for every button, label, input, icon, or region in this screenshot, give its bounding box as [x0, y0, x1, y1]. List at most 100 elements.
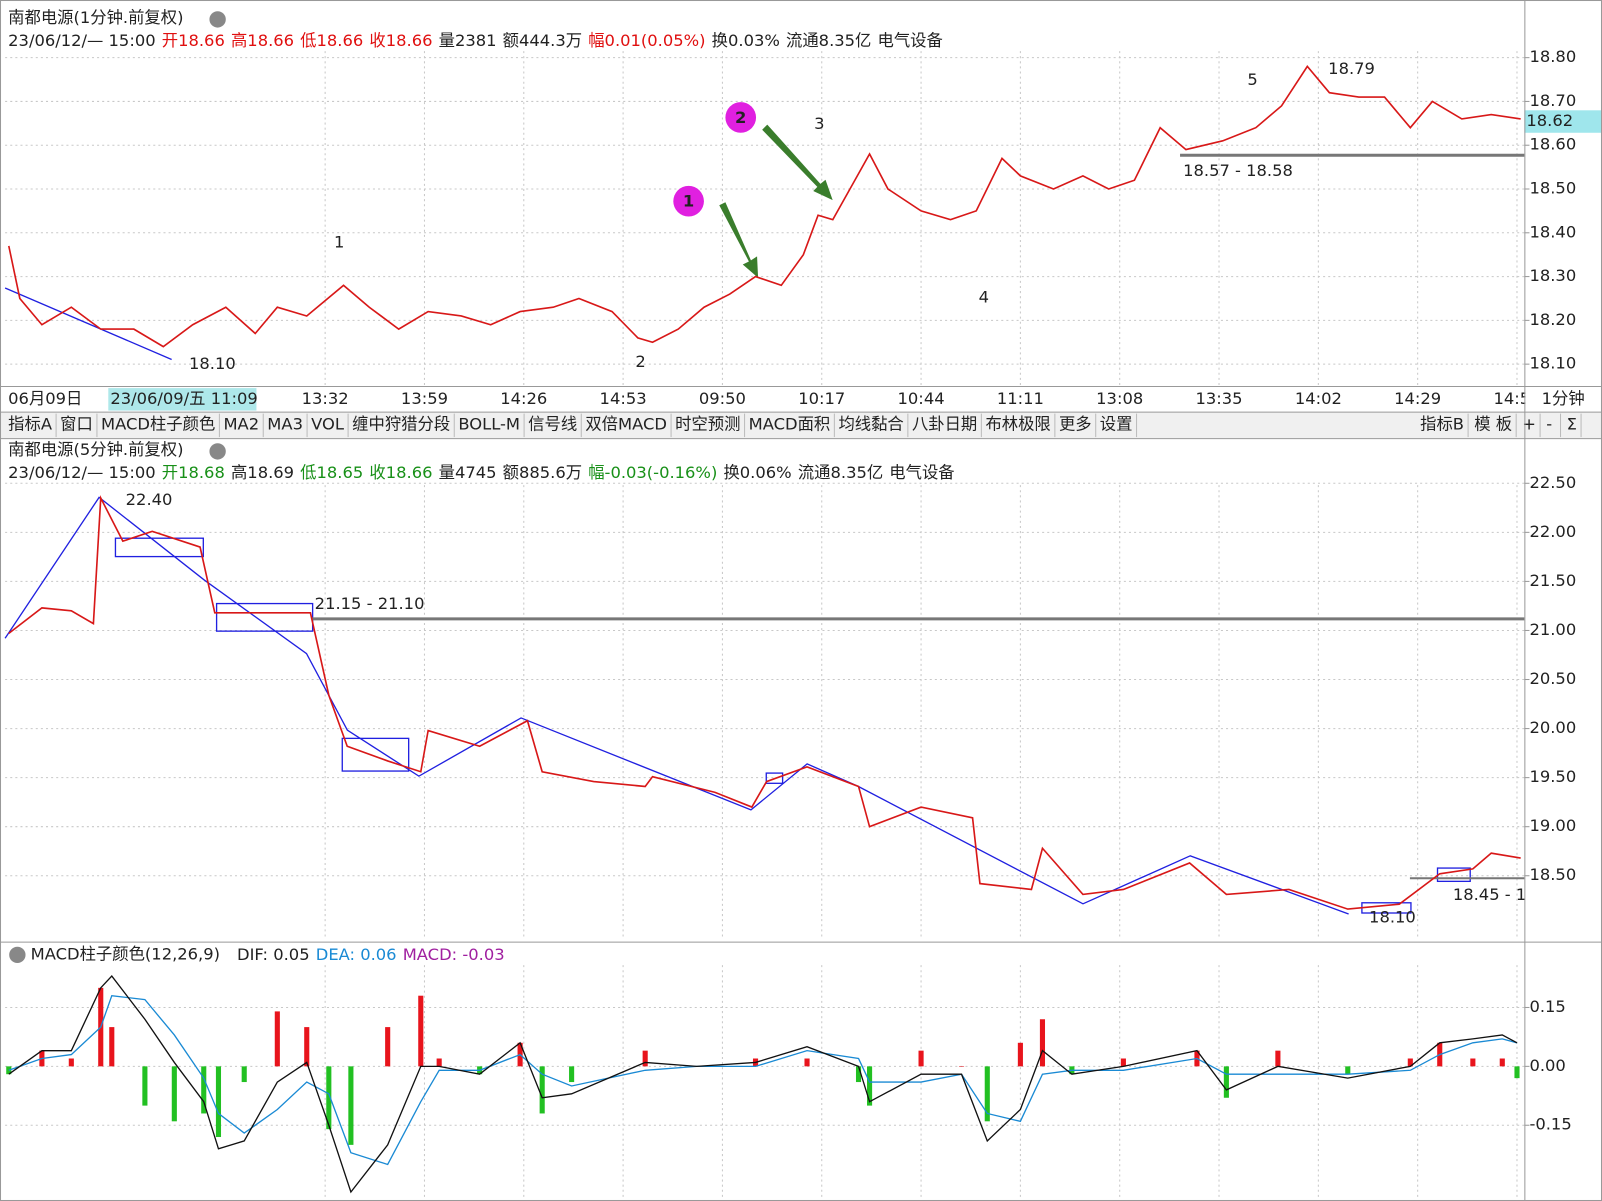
toolbar-button[interactable]: VOL [311, 414, 345, 433]
toolbar-button[interactable]: 八卦日期 [912, 414, 977, 433]
y-tick-label: 18.80 [1529, 47, 1576, 66]
info-item: 收18.66 [369, 30, 432, 49]
info-item: 幅-0.03(-0.16%) [588, 462, 717, 481]
macd-bar [1017, 1042, 1023, 1067]
macd-bar [1120, 1058, 1126, 1067]
cursor-label: 23/06/09/五 11:09 [110, 389, 257, 408]
wave-label: 2 [635, 352, 645, 371]
panel-info: 23/06/12/— 15:00 开18.68 高18.69 低18.65 收18.66… [8, 462, 954, 481]
panel-title: 南都电源(1分钟.前复权) [8, 8, 183, 27]
toolbar-button[interactable]: 窗口 [60, 414, 93, 433]
macd-bar [348, 1066, 354, 1145]
macd-bar [1407, 1058, 1413, 1067]
toolbar-button[interactable]: MACD面积 [749, 414, 831, 433]
macd-bar [215, 1066, 222, 1138]
macd-bar [569, 1066, 575, 1083]
info-item: 量2381 [439, 30, 497, 49]
panel-title: MACD柱子颜色(12,26,9) [31, 944, 220, 963]
macd-bar [958, 1066, 965, 1067]
y-tick-label: 22.50 [1529, 473, 1576, 492]
macd-bar [1345, 1066, 1351, 1075]
x-tick-label: 10:44 [898, 389, 945, 408]
toolbar-button[interactable]: 缠中狩猎分段 [352, 414, 450, 433]
toolbar-button[interactable]: + [1522, 414, 1536, 433]
toolbar-button[interactable]: 更多 [1059, 414, 1092, 433]
toolbar-button[interactable]: - [1546, 414, 1552, 433]
macd-bar [642, 1050, 648, 1067]
price-marker: 18.79 [1328, 59, 1375, 78]
circle-label: 1 [683, 192, 694, 211]
toolbar-button[interactable]: MACD柱子颜色 [101, 414, 215, 433]
x-tick-label: 11:11 [997, 389, 1044, 408]
menu-icon[interactable] [9, 946, 26, 964]
y-tick-label: 22.00 [1529, 522, 1576, 541]
macd-bar [171, 1066, 177, 1122]
price-marker: 21.15 - 21.10 [315, 594, 425, 613]
info-item: 收18.66 [369, 462, 432, 481]
x-tick-label: 13:32 [302, 389, 349, 408]
box [114, 537, 204, 558]
circle-marker [725, 102, 757, 133]
info-item: 低18.66 [300, 30, 363, 49]
y-tick-label: 18.40 [1529, 222, 1576, 241]
toolbar-button[interactable]: 指标A [8, 414, 53, 433]
toolbar-button[interactable]: 布林极限 [985, 414, 1050, 433]
wave-label: 3 [814, 114, 824, 133]
info-item: MACD: -0.03 [403, 944, 505, 963]
toolbar-button[interactable]: 信号线 [528, 414, 577, 433]
macd-bar [68, 1058, 74, 1067]
info-item: 开18.68 [162, 462, 225, 481]
x-tick-label: 14:26 [500, 389, 547, 408]
y-tick-label: 18.70 [1529, 91, 1576, 110]
toolbar-button[interactable]: MA3 [267, 414, 303, 433]
x-tick-label: 14:02 [1295, 389, 1342, 408]
y-tick-label: 18.30 [1529, 266, 1576, 285]
toolbar-button[interactable]: BOLL-M [458, 414, 520, 433]
toolbar-button[interactable]: 均线黏合 [838, 414, 903, 433]
toolbar-button[interactable]: 设置 [1100, 414, 1133, 433]
toolbar-button[interactable]: 指标B [1420, 414, 1464, 433]
macd-bar [804, 1058, 810, 1067]
dif-line [8, 975, 1518, 1194]
toolbar-button[interactable]: 双倍MACD [585, 414, 667, 433]
info-item: DEA: 0.06 [316, 944, 397, 963]
macd-bar [304, 1027, 310, 1067]
macd-bar [326, 1066, 332, 1130]
info-item: 电气设备 [878, 30, 943, 49]
dea-line [8, 994, 1518, 1166]
menu-icon[interactable] [209, 443, 226, 460]
info-item: 额885.6万 [503, 462, 582, 481]
toolbar-button[interactable]: 时空预测 [675, 414, 740, 433]
period-label: 1分钟 [1542, 389, 1585, 408]
toolbar-button[interactable]: MA2 [223, 414, 259, 433]
y-tick-label: 20.00 [1529, 718, 1576, 737]
y-tick-label: 21.50 [1529, 571, 1576, 590]
macd-bar [1514, 1066, 1520, 1079]
info-item: 换0.06% [723, 462, 791, 481]
info-item: 电气设备 [889, 462, 954, 481]
wave-label: 5 [1247, 70, 1257, 89]
last-price-bg [1524, 110, 1601, 133]
price-line [8, 494, 1521, 910]
x-tick-label: 13:35 [1195, 389, 1242, 408]
macd-bar [918, 1050, 924, 1067]
right-axis-cover [1525, 388, 1601, 412]
y-tick-label: 18.50 [1529, 865, 1576, 884]
info-item: DIF: 0.05 [237, 944, 310, 963]
toolbar-button[interactable]: 模 板 [1474, 414, 1512, 433]
toolbar-bg [0, 412, 1602, 439]
info-item: 低18.65 [300, 462, 363, 481]
info-item: 23/06/12/— 15:00 [8, 462, 155, 481]
toolbar-button[interactable]: Σ [1567, 414, 1577, 433]
y-tick-label: 20.50 [1529, 669, 1576, 688]
mid-annotations [4, 496, 1525, 915]
menu-icon[interactable] [209, 11, 226, 28]
y-tick-label: 18.20 [1529, 310, 1576, 329]
macd-bar [241, 1066, 247, 1083]
info-item: 23/06/12/— 15:00 [8, 30, 155, 49]
y-tick-label: 0.00 [1529, 1056, 1565, 1075]
info-item: 额444.3万 [503, 30, 582, 49]
grid-layer [5, 51, 1525, 1201]
